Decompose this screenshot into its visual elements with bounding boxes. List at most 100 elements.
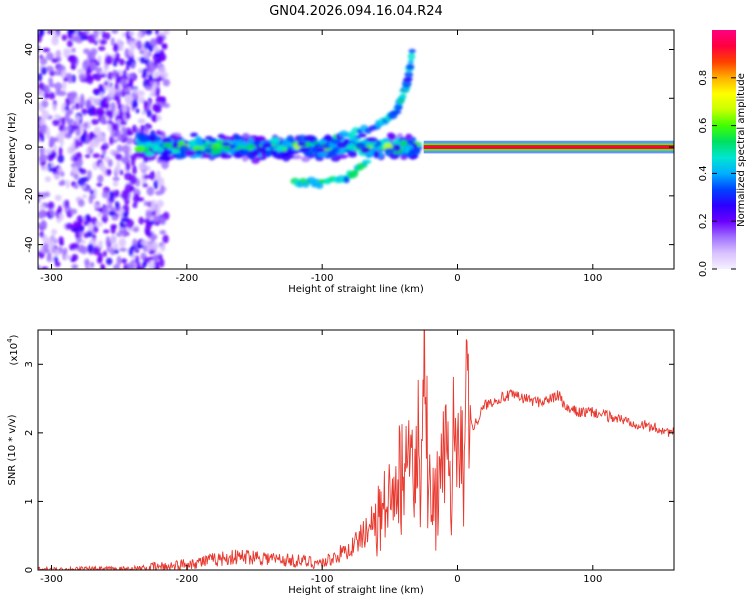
heatmap-cell: [145, 30, 153, 35]
heatmap-cell: [174, 153, 186, 160]
heatmap-cell: [50, 210, 56, 218]
heatmap-cell: [320, 143, 332, 150]
heatmap-cell: [162, 142, 173, 148]
heatmap-cell: [405, 63, 415, 71]
heatmap-cell: [121, 227, 128, 238]
heatmap-cell: [147, 124, 153, 130]
heatmap-cell: [102, 250, 107, 257]
heatmap-cell: [317, 151, 328, 157]
heatmap-cell: [99, 39, 108, 45]
spectrogram-x-tick-label: -200: [175, 273, 198, 284]
heatmap-cell: [156, 199, 164, 208]
heatmap-cell: [155, 35, 164, 45]
heatmap-cell: [161, 151, 169, 157]
heatmap-cell: [66, 40, 73, 48]
snr-panel: -300 -200 -100 0 100 0 1 2 3 Height of straight…: [6, 329, 675, 596]
heatmap-cell: [76, 221, 83, 230]
heatmap-cell: [118, 42, 124, 48]
heatmap-cell: [48, 77, 54, 86]
heatmap-cell: [58, 236, 64, 245]
heatmap-cell: [109, 235, 117, 245]
heatmap-cell: [171, 135, 184, 141]
heatmap-cell: [116, 255, 122, 266]
heatmap-cell: [74, 102, 80, 110]
snr-x-tick-label: -200: [175, 574, 198, 585]
heatmap-cell: [129, 174, 137, 185]
heatmap-cell: [38, 264, 41, 269]
heatmap-cell: [220, 135, 231, 141]
colorbar-ticks: 0.0 0.2 0.4 0.6 0.8: [698, 70, 736, 277]
spectrogram-y-tick-label: -20: [24, 188, 35, 204]
heatmap-cell: [71, 105, 76, 110]
heatmap-cell: [90, 261, 95, 268]
heatmap-cell: [92, 225, 99, 233]
heatmap-cell: [94, 88, 99, 94]
heatmap-cell: [101, 114, 106, 124]
heatmap-cell: [148, 249, 155, 255]
snr-x-label: Height of straight line (km): [288, 585, 424, 596]
heatmap-cell: [254, 141, 261, 146]
heatmap-cell: [233, 135, 241, 141]
heatmap-cell: [149, 170, 156, 181]
heatmap-cell: [113, 249, 119, 254]
heatmap-cell: [144, 41, 151, 50]
heatmap-cell: [134, 248, 140, 254]
heatmap-cell: [111, 214, 119, 221]
heatmap-cell: [143, 218, 151, 224]
heatmap-cell: [221, 141, 231, 147]
heatmap-cell: [71, 47, 76, 53]
heatmap-cell: [159, 243, 166, 252]
heatmap-cell: [162, 234, 169, 244]
snr-y-multiplier-base: (x10: [9, 343, 20, 366]
heatmap-cell: [128, 77, 134, 88]
heatmap-cell: [132, 88, 139, 94]
heatmap-cell: [277, 146, 286, 151]
heatmap-cell: [71, 166, 79, 177]
heatmap-cell: [156, 115, 162, 122]
heatmap-cell: [387, 133, 397, 141]
heatmap-cell: [125, 162, 131, 171]
spectrogram-y-tick-label: -40: [24, 236, 35, 252]
heatmap-cell: [408, 48, 416, 54]
colorbar-tick-label: 0.8: [698, 70, 709, 86]
heatmap-cell: [148, 135, 157, 142]
heatmap-cell: [162, 102, 170, 108]
heatmap-cell: [242, 155, 249, 162]
heatmap-cell: [131, 98, 139, 108]
heatmap-cell: [49, 235, 56, 244]
heatmap-cell: [93, 203, 101, 209]
heatmap-cell: [60, 171, 65, 177]
heatmap-cell: [205, 135, 213, 141]
heatmap-cell: [88, 195, 94, 204]
heatmap-cell: [125, 137, 134, 145]
heatmap-cell: [154, 104, 162, 114]
heatmap-cell: [51, 137, 59, 142]
heatmap-cell: [161, 43, 168, 50]
spectrogram-y-label: Frequency (Hz): [7, 112, 18, 188]
heatmap-cell: [133, 193, 139, 200]
heatmap-cell: [39, 231, 45, 238]
heatmap-cell: [153, 179, 159, 190]
heatmap-cell: [104, 32, 111, 40]
heatmap-cell: [251, 148, 261, 157]
heatmap-cell: [44, 176, 52, 183]
heatmap-cell: [107, 122, 112, 132]
heatmap-cell: [66, 48, 72, 54]
heatmap-cell: [136, 90, 145, 97]
spectrogram-x-ticks: -300 -200 -100 0 100: [40, 30, 602, 284]
heatmap-cell: [51, 228, 58, 236]
heatmap-cell: [89, 131, 96, 139]
heatmap-cell: [148, 63, 154, 73]
heatmap-cell: [40, 266, 49, 269]
heatmap-cell: [136, 261, 141, 269]
heatmap-cell: [336, 141, 348, 149]
snr-x-tick-label: 0: [454, 574, 460, 585]
heatmap-cell: [150, 40, 158, 46]
heatmap-cell: [139, 56, 146, 64]
heatmap-cell: [73, 184, 79, 189]
heatmap-cell: [141, 261, 148, 268]
heatmap-cell: [41, 110, 50, 120]
snr-y-tick-label: 2: [24, 430, 35, 436]
heatmap-cell: [152, 81, 158, 89]
